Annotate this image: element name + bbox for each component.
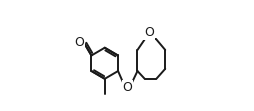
Text: O: O [144, 26, 153, 39]
Text: O: O [74, 36, 84, 49]
Text: O: O [122, 81, 132, 94]
